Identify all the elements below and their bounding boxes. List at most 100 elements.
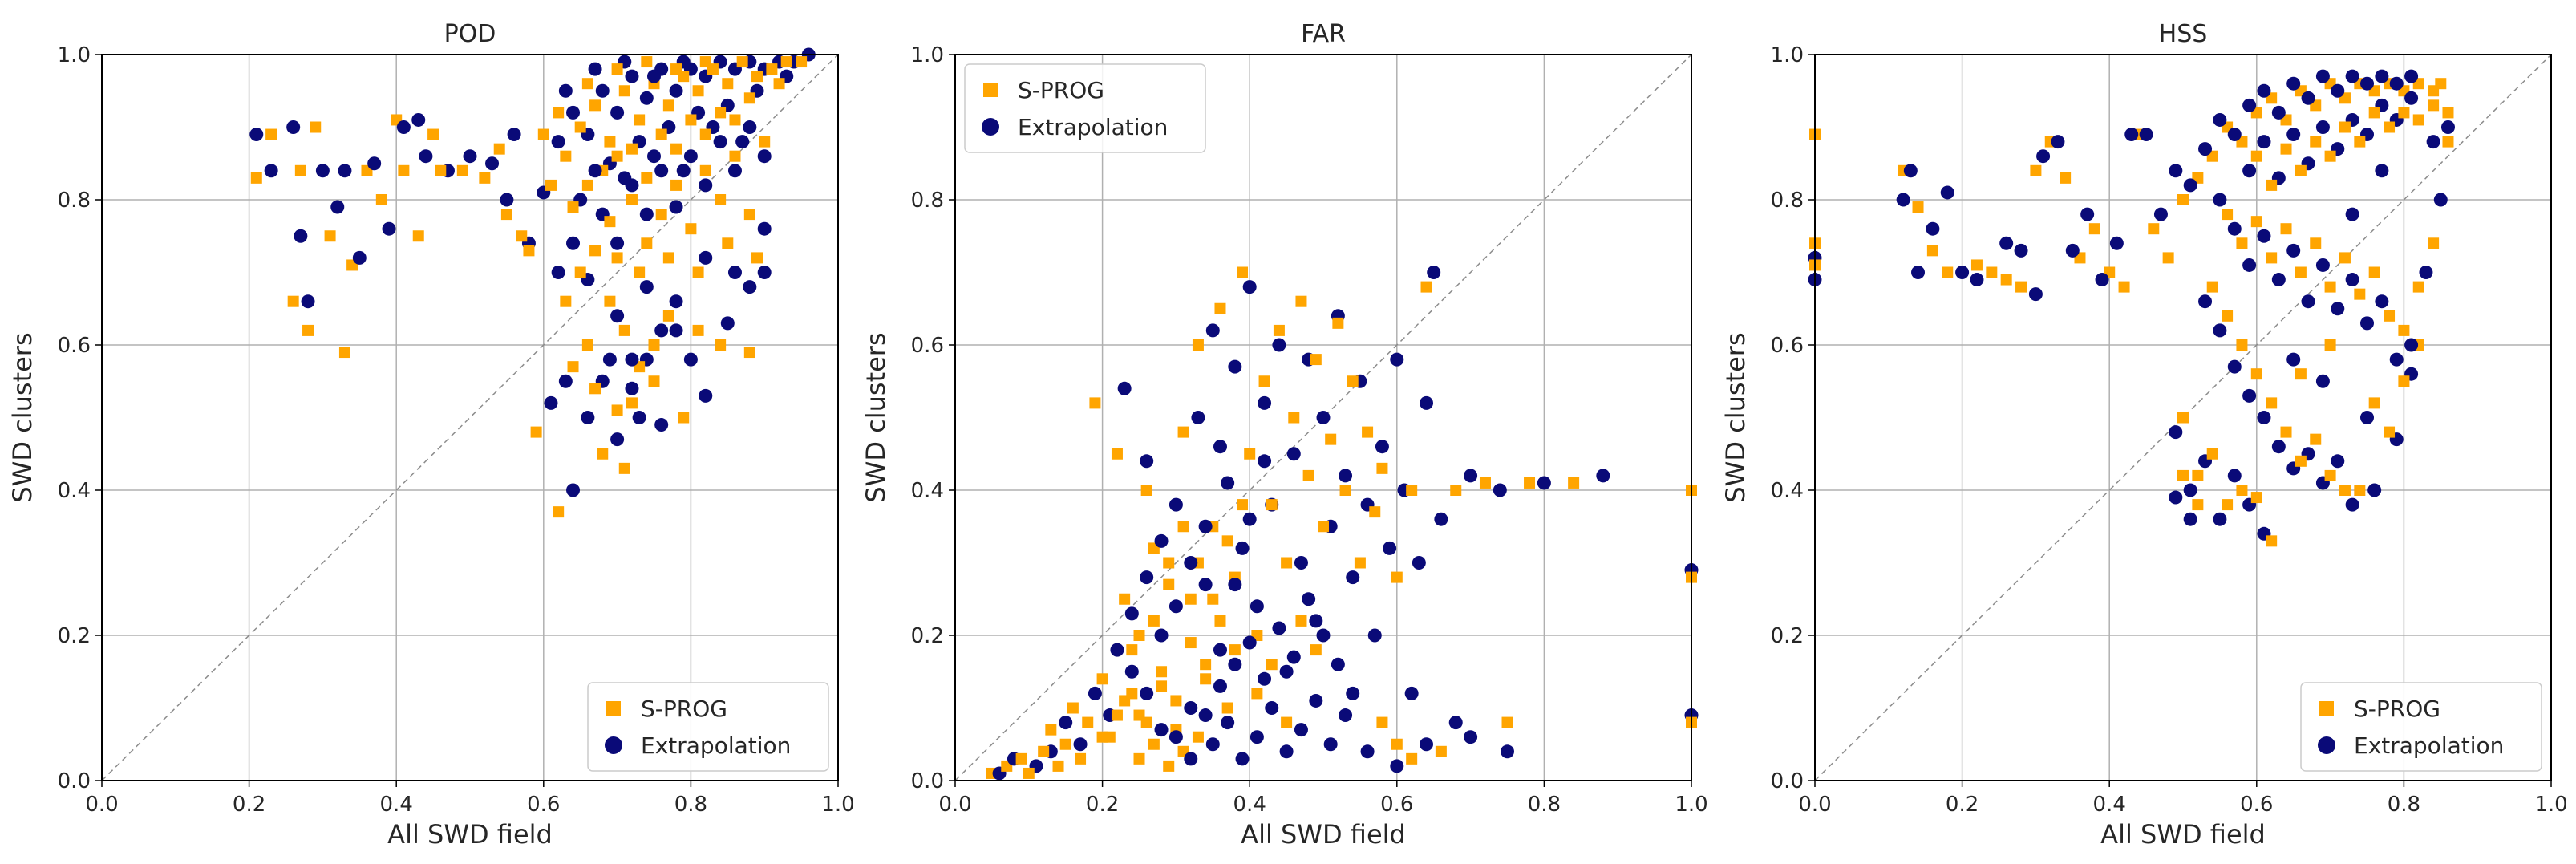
x-tick-label: 0.6 — [1380, 793, 1413, 817]
sprog-point — [2192, 499, 2204, 511]
extrapolation-point — [2271, 273, 2286, 287]
sprog-point — [1038, 745, 1050, 757]
sprog-point — [1420, 281, 1432, 293]
sprog-point — [2354, 288, 2366, 300]
sprog-point — [662, 252, 674, 264]
sprog-point — [2250, 150, 2262, 162]
sprog-point — [302, 324, 314, 336]
extrapolation-point — [2345, 207, 2359, 221]
x-axis-label: All SWD field — [2100, 819, 2266, 850]
extrapolation-point — [1221, 476, 1235, 490]
extrapolation-point — [602, 352, 617, 367]
extrapolation-point — [1339, 708, 1353, 723]
sprog-point — [2266, 535, 2278, 547]
sprog-point — [1200, 673, 1212, 685]
y-tick-label: 1.0 — [58, 43, 91, 67]
extrapolation-point — [2153, 207, 2168, 221]
y-tick-label: 0.4 — [911, 479, 944, 503]
sprog-point — [641, 56, 653, 68]
extrapolation-point — [2213, 323, 2227, 338]
extrapolation-point — [683, 352, 698, 367]
extrapolation-point — [1390, 759, 1404, 773]
sprog-point — [1926, 245, 1938, 257]
x-tick-label: 1.0 — [2534, 793, 2567, 817]
extrapolation-point — [625, 352, 639, 367]
extrapolation-point — [1154, 723, 1169, 737]
sprog-point — [265, 128, 277, 140]
sprog-point — [1310, 644, 1322, 656]
sprog-point — [1163, 578, 1175, 590]
y-tick-label: 0.8 — [58, 189, 91, 213]
sprog-point — [2088, 223, 2100, 235]
sprog-point — [1479, 477, 1491, 489]
extrapolation-point — [757, 266, 772, 279]
extrapolation-point — [1339, 469, 1353, 483]
extrapolation-point — [647, 149, 661, 164]
extrapolation-point — [485, 156, 500, 171]
extrapolation-point — [1926, 221, 1940, 236]
extrapolation-point — [1286, 447, 1301, 461]
extrapolation-point — [1316, 628, 1331, 643]
sprog-point — [553, 107, 565, 119]
sprog-point — [2368, 266, 2380, 278]
sprog-point — [692, 324, 704, 336]
extrapolation-point — [396, 120, 411, 134]
extrapolation-point — [551, 135, 565, 149]
sprog-point — [2295, 368, 2307, 380]
y-tick-label: 0.4 — [58, 479, 91, 503]
sprog-point — [1177, 426, 1189, 438]
extrapolation-point — [1501, 744, 1514, 759]
extrapolation-point — [2257, 83, 2271, 98]
sprog-point — [435, 164, 447, 176]
sprog-point — [1318, 521, 1329, 533]
extrapolation-point — [294, 229, 308, 243]
extrapolation-point — [735, 135, 750, 149]
extrapolation-point — [1940, 185, 1954, 200]
sprog-point — [597, 448, 609, 460]
sprog-point — [2339, 121, 2351, 133]
sprog-point — [1229, 644, 1241, 656]
extrapolation-point — [1242, 512, 1257, 526]
sprog-point — [1258, 375, 1270, 387]
extrapolation-point — [249, 128, 264, 142]
extrapolation-point — [1434, 512, 1448, 526]
sprog-point — [1302, 469, 1314, 481]
sprog-point — [1281, 716, 1293, 728]
sprog-point — [634, 114, 646, 126]
extrapolation-point — [382, 221, 396, 236]
extrapolation-point — [639, 91, 654, 105]
y-tick-label: 0.8 — [1771, 189, 1804, 213]
sprog-point — [692, 266, 704, 278]
x-tick-label: 0.0 — [1798, 793, 1831, 817]
x-tick-label: 0.4 — [2093, 793, 2126, 817]
extrapolation-point — [2183, 178, 2197, 193]
extrapolation-point — [2198, 142, 2213, 156]
sprog-point — [1266, 659, 1278, 671]
sprog-point — [581, 78, 593, 90]
extrapolation-point — [2065, 243, 2080, 258]
sprog-point — [2339, 252, 2351, 264]
extrapolation-point — [632, 411, 646, 424]
extrapolation-point — [713, 135, 727, 149]
panel-pod: 0.0 0.2 0.4 0.6 0.8 1.0 0.0 0.2 0.4 0.6 0.8 1.0 POD A… — [7, 20, 855, 850]
y-tick-label: 0.0 — [58, 769, 91, 793]
sprog-point — [604, 295, 616, 307]
sprog-point — [324, 230, 336, 242]
extrapolation-point — [1213, 643, 1227, 657]
extrapolation-point — [2183, 512, 2197, 526]
y-tick-label: 0.2 — [58, 624, 91, 648]
legend: S-PROG Extrapolation — [964, 63, 1206, 153]
extrapolation-point — [566, 105, 581, 120]
sprog-point — [1295, 295, 1307, 307]
sprog-point — [1023, 767, 1035, 779]
extrapolation-point — [2242, 98, 2257, 112]
legend-box — [964, 63, 1206, 153]
extrapolation-point — [1140, 570, 1154, 585]
sprog-point — [2428, 99, 2440, 112]
sprog-point — [2162, 252, 2174, 264]
extrapolation-point — [2028, 287, 2043, 302]
extrapolation-point — [2242, 388, 2257, 403]
sprog-point — [626, 143, 638, 155]
extrapolation-point — [1346, 570, 1360, 585]
sprog-point — [2250, 492, 2262, 504]
